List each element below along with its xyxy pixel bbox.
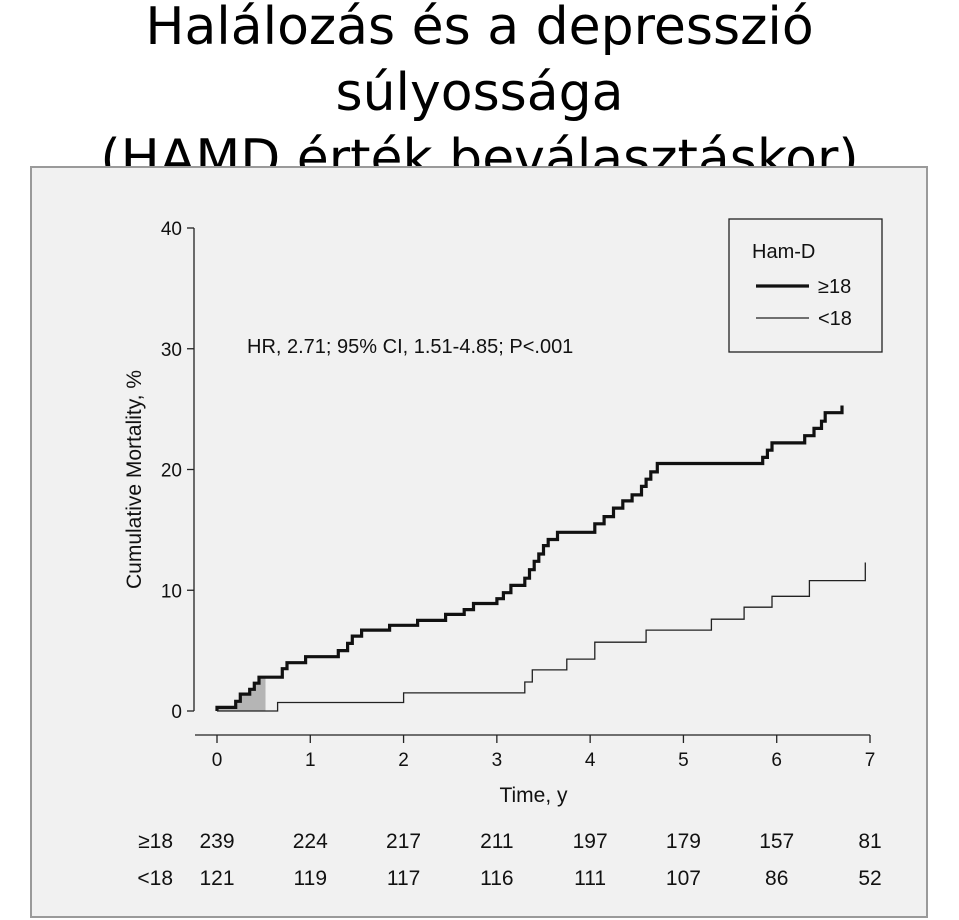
y-tick-label: 0 (171, 702, 182, 723)
y-tick-label: 20 (161, 461, 182, 482)
x-tick-label: 6 (771, 750, 782, 771)
x-tick-label: 0 (212, 750, 223, 771)
risk-table-cell: 117 (387, 867, 420, 890)
kaplan-meier-chart: 0 10 20 30 40 0 1 2 3 4 5 6 7 Time, y Cumulative Morta… (123, 218, 883, 890)
x-tick-label: 4 (585, 750, 596, 771)
legend-box (728, 218, 883, 353)
risk-table-cell: 119 (294, 867, 327, 890)
risk-table-cell: 52 (858, 867, 881, 890)
risk-table-cell: 86 (765, 867, 788, 890)
x-tick-label: 1 (305, 750, 316, 771)
y-tick-label: 40 (161, 219, 182, 240)
risk-table-cell: 121 (199, 867, 234, 890)
hazard-ratio-annotation: HR, 2.71; 95% CI, 1.51-4.85; P<.001 (247, 336, 573, 358)
risk-table-row-label: <18 (137, 867, 173, 890)
risk-table-row-label: ≥18 (138, 830, 173, 853)
y-tick-label: 10 (161, 581, 182, 602)
risk-table-cell: 111 (574, 867, 606, 890)
risk-table-cell: 217 (386, 830, 421, 853)
slide-title-line1: Halálozás és a depresszió súlyossága (145, 0, 814, 123)
x-tick-label: 2 (398, 750, 409, 771)
series-line-hamd-lt18 (217, 562, 866, 712)
risk-table-cell: 211 (480, 830, 513, 853)
risk-table-cell: 224 (293, 830, 328, 853)
risk-table-cell: 197 (573, 830, 608, 853)
risk-table-cell: 81 (858, 830, 881, 853)
chart-figure: 0 10 20 30 40 0 1 2 3 4 5 6 7 Time, y Cumulative Morta… (30, 166, 928, 918)
legend-entry-label: <18 (818, 308, 852, 330)
x-tick-label: 5 (678, 750, 689, 771)
x-tick-label: 3 (492, 750, 503, 771)
legend-title: Ham-D (752, 241, 815, 263)
risk-table-cell: 157 (759, 830, 794, 853)
risk-table-cell: 107 (666, 867, 701, 890)
series-line-hamd-ge18 (215, 405, 844, 711)
risk-table-cell: 116 (480, 867, 513, 890)
risk-table-cell: 179 (666, 830, 701, 853)
x-tick-label: 7 (865, 750, 876, 771)
slide-title: Halálozás és a depresszió súlyossága (HA… (0, 0, 959, 192)
legend-entry-label: ≥18 (818, 276, 851, 298)
y-tick-label: 30 (161, 340, 182, 361)
x-axis-label: Time, y (499, 784, 568, 807)
risk-table-cell: 239 (199, 830, 234, 853)
y-axis-label: Cumulative Mortality, % (123, 370, 146, 589)
